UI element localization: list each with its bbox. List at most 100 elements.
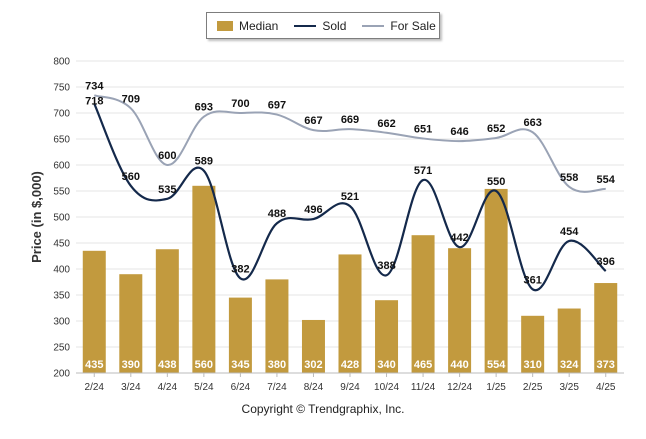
data-label-median: 440 — [450, 359, 468, 371]
x-tick-label: 2/25 — [523, 382, 543, 393]
x-tick-label: 6/24 — [231, 382, 251, 393]
legend-label-median: Median — [239, 18, 279, 33]
data-label-sold: 521 — [341, 191, 359, 203]
data-label-sold: 496 — [304, 204, 322, 216]
y-tick-label: 700 — [53, 109, 70, 120]
data-label-for-sale: 667 — [304, 115, 322, 127]
data-label-sold: 396 — [597, 256, 615, 268]
data-label-median: 390 — [122, 359, 140, 371]
data-label-median: 345 — [231, 359, 249, 371]
x-tick-label: 3/24 — [121, 382, 141, 393]
bar-median — [484, 188, 508, 373]
data-label-for-sale: 663 — [523, 117, 541, 129]
legend-item-median: Median — [217, 19, 278, 33]
y-tick-label: 550 — [53, 187, 70, 198]
chart-legend: Median Sold For Sale — [206, 12, 440, 39]
x-tick-label: 9/24 — [340, 382, 360, 393]
legend-item-for-sale: For Sale — [362, 18, 436, 33]
y-tick-label: 750 — [53, 83, 70, 94]
data-label-sold: 488 — [268, 208, 286, 220]
data-label-median: 435 — [85, 359, 103, 371]
y-tick-label: 400 — [53, 265, 70, 276]
bar-median — [228, 297, 252, 373]
data-label-sold: 454 — [560, 226, 579, 238]
y-tick-label: 500 — [53, 213, 70, 224]
data-label-sold: 560 — [122, 171, 140, 183]
x-tick-label: 4/24 — [158, 382, 178, 393]
bar-median — [301, 319, 325, 373]
bar-median — [448, 248, 472, 373]
data-label-median: 324 — [560, 359, 579, 371]
data-label-for-sale: 652 — [487, 123, 505, 135]
data-label-for-sale: 662 — [377, 118, 395, 130]
data-label-median: 380 — [268, 359, 286, 371]
data-label-for-sale: 697 — [268, 100, 286, 112]
data-label-for-sale: 558 — [560, 172, 578, 184]
line-for-sale — [93, 94, 606, 193]
bar-median — [521, 315, 545, 373]
data-label-for-sale: 651 — [414, 123, 432, 135]
data-label-for-sale: 554 — [597, 174, 616, 186]
data-label-for-sale: 734 — [85, 80, 104, 92]
data-label-sold: 550 — [487, 176, 505, 188]
data-label-sold: 361 — [523, 274, 541, 286]
x-tick-label: 7/24 — [267, 382, 287, 393]
data-label-for-sale: 600 — [158, 150, 176, 162]
bar-median — [594, 283, 618, 373]
legend-label-for-sale: For Sale — [390, 18, 436, 33]
data-label-sold: 589 — [195, 156, 213, 168]
x-tick-label: 11/24 — [411, 382, 436, 393]
data-label-median: 560 — [195, 359, 213, 371]
y-tick-label: 350 — [53, 291, 70, 302]
data-label-sold: 718 — [85, 95, 103, 107]
x-tick-label: 1/25 — [486, 382, 506, 393]
bar-median — [375, 300, 399, 373]
data-label-for-sale: 693 — [195, 102, 213, 114]
x-tick-label: 8/24 — [304, 382, 324, 393]
bar-median — [119, 274, 143, 373]
data-label-median: 340 — [377, 359, 395, 371]
data-label-median: 438 — [158, 359, 176, 371]
bar-median — [192, 185, 216, 373]
bar-median — [82, 250, 106, 373]
legend-swatch-median — [217, 20, 233, 31]
data-label-median: 428 — [341, 359, 359, 371]
data-label-for-sale: 700 — [231, 98, 249, 110]
copyright-text: Copyright © Trendgraphix, Inc. — [241, 402, 405, 416]
y-tick-label: 300 — [53, 317, 70, 328]
data-label-for-sale: 709 — [122, 93, 140, 105]
bar-median — [557, 308, 581, 373]
legend-swatch-sold — [294, 24, 317, 27]
y-tick-label: 800 — [53, 57, 70, 68]
data-label-for-sale: 646 — [450, 126, 468, 138]
x-tick-label: 5/24 — [194, 382, 214, 393]
y-tick-label: 200 — [53, 369, 70, 380]
y-axis-label: Price (in $,000) — [29, 171, 44, 263]
data-label-sold: 388 — [377, 260, 395, 272]
bar-median — [265, 279, 289, 373]
bar-median — [338, 254, 362, 373]
y-tick-label: 250 — [53, 343, 70, 354]
bar-median — [155, 249, 179, 373]
data-label-median: 465 — [414, 359, 432, 371]
x-tick-label: 12/24 — [447, 382, 472, 393]
bar-median — [411, 235, 435, 373]
data-label-sold: 442 — [450, 232, 468, 244]
data-label-sold: 571 — [414, 165, 432, 177]
legend-item-sold: Sold — [294, 19, 346, 33]
legend-label-sold: Sold — [322, 18, 347, 33]
data-label-median: 310 — [523, 359, 541, 371]
y-tick-label: 650 — [53, 135, 70, 146]
y-tick-label: 450 — [53, 239, 70, 250]
y-tick-label: 600 — [53, 161, 70, 172]
data-label-sold: 382 — [231, 263, 249, 275]
x-tick-label: 10/24 — [374, 382, 399, 393]
x-tick-label: 3/25 — [559, 382, 579, 393]
data-label-sold: 535 — [158, 184, 176, 196]
legend-swatch-for-sale — [362, 24, 385, 27]
x-tick-label: 4/25 — [596, 382, 616, 393]
data-label-median: 373 — [597, 359, 615, 371]
data-label-for-sale: 669 — [341, 114, 359, 126]
